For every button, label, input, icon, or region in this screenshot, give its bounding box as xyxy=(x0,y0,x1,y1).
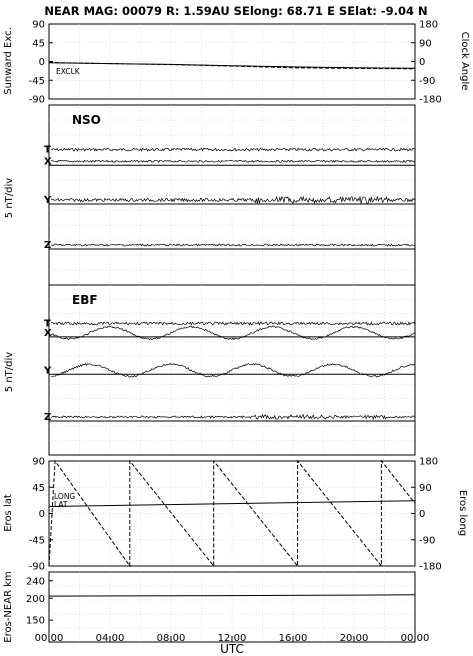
clock-angle-ylabel: Clock Angle xyxy=(459,32,470,91)
exclk-annotation: EXCLK xyxy=(56,67,81,76)
eros-near-ylabel: Eros-NEAR km xyxy=(3,571,14,642)
y-tick-label: -180 xyxy=(419,562,442,573)
trace-label-z: Z xyxy=(44,412,51,423)
nso-title: NSO xyxy=(72,113,101,127)
x-tick-label: 12:00 xyxy=(218,633,247,644)
y-tick-label: 90 xyxy=(419,38,432,49)
trace-label-y: Y xyxy=(43,195,52,206)
x-tick-label: 04:00 xyxy=(96,633,125,644)
y-tick-label: -45 xyxy=(29,76,45,87)
series-line-right xyxy=(48,62,416,70)
y-tick-label: 45 xyxy=(32,483,45,494)
trace-label-t: T xyxy=(44,145,51,156)
x-tick-label: 08:00 xyxy=(157,633,186,644)
y-tick-label: 180 xyxy=(419,457,438,468)
trace-label-t: T xyxy=(44,319,51,330)
sunward-exc-ylabel: Sunward Exc. xyxy=(3,27,14,95)
y-tick-label: 240 xyxy=(26,576,45,587)
trace-y xyxy=(50,362,415,378)
eros-lat-long-series xyxy=(48,459,416,568)
y-tick-label: 180 xyxy=(419,20,438,31)
ebf-traces: TX Y Z xyxy=(43,319,416,423)
nso-traces: TX Y Z xyxy=(43,145,416,251)
x-tick-label: 20:00 xyxy=(340,633,369,644)
eros-lat-yticks: 90 45 0 -45 -90 xyxy=(29,457,53,573)
eros-near-grid xyxy=(49,572,415,642)
eros-long-ylabel: Eros long xyxy=(457,490,468,536)
eros-lat-long-grid xyxy=(49,461,415,566)
x-tick-label: 00:00 xyxy=(401,633,430,644)
nso-grid xyxy=(49,105,415,285)
y-tick-label: -90 xyxy=(419,535,435,546)
x-axis-ticks: 00:00 04:00 08:00 12:00 16:00 20:00 00:00 xyxy=(35,633,430,644)
y-tick-label: 0 xyxy=(419,57,425,68)
trace-label-z: Z xyxy=(44,240,51,251)
trace-label-y: Y xyxy=(43,365,52,376)
ebf-title: EBF xyxy=(72,293,98,307)
lat-annotation: LAT xyxy=(54,500,68,509)
y-tick-label: -180 xyxy=(419,95,442,106)
y-tick-label: 200 xyxy=(26,594,45,605)
eros-near-series xyxy=(48,594,416,597)
y-tick-label: 45 xyxy=(32,38,45,49)
trace-x xyxy=(50,325,416,341)
sunward-yticks: 90 45 0 -45 -90 xyxy=(29,20,53,106)
eros-lat-ylabel: Eros lat xyxy=(3,494,14,532)
long-annotation: LONG xyxy=(54,492,75,501)
y-tick-label: -90 xyxy=(29,95,45,106)
x-tick-label: 16:00 xyxy=(279,633,308,644)
x-axis-label: UTC xyxy=(220,642,244,656)
sunward-clock-grid xyxy=(49,24,415,99)
y-tick-label: -45 xyxy=(29,535,45,546)
series-line-left xyxy=(48,594,416,597)
eros-long-yticks: 180 90 0 -90 -180 xyxy=(411,457,442,573)
y-tick-label: 150 xyxy=(26,616,45,627)
y-tick-label: 0 xyxy=(39,57,45,68)
trace-label-x: X xyxy=(44,156,52,167)
trace-label-x: X xyxy=(44,328,52,339)
trace-t xyxy=(50,147,416,152)
series-line-lat xyxy=(48,500,416,507)
y-tick-label: 90 xyxy=(32,457,45,468)
y-tick-label: 90 xyxy=(32,20,45,31)
trace-x xyxy=(50,159,416,163)
x-tick-label: 00:00 xyxy=(35,633,64,644)
figure-header: NEAR MAG: 00079 R: 1.59AU SElong: 68.71 … xyxy=(44,4,427,18)
sunward-clock-series xyxy=(48,62,416,70)
y-tick-label: 0 xyxy=(39,509,45,520)
clock-angle-yticks: 180 90 0 -90 -180 xyxy=(411,20,442,106)
y-tick-label: -90 xyxy=(419,76,435,87)
trace-z xyxy=(50,243,416,247)
series-line-long xyxy=(48,459,416,568)
y-tick-label: 0 xyxy=(419,509,425,520)
trace-z xyxy=(50,413,416,421)
ebf-ylabel: 5 nT/div xyxy=(4,352,15,392)
trace-t xyxy=(50,321,416,326)
eros-near-panel-frame xyxy=(48,571,416,643)
y-tick-label: 90 xyxy=(419,483,432,494)
trace-y xyxy=(50,195,416,205)
y-tick-label: -90 xyxy=(29,562,45,573)
eros-near-yticks: 240 200 150 xyxy=(26,576,53,627)
nso-ylabel: 5 nT/div xyxy=(4,178,15,218)
